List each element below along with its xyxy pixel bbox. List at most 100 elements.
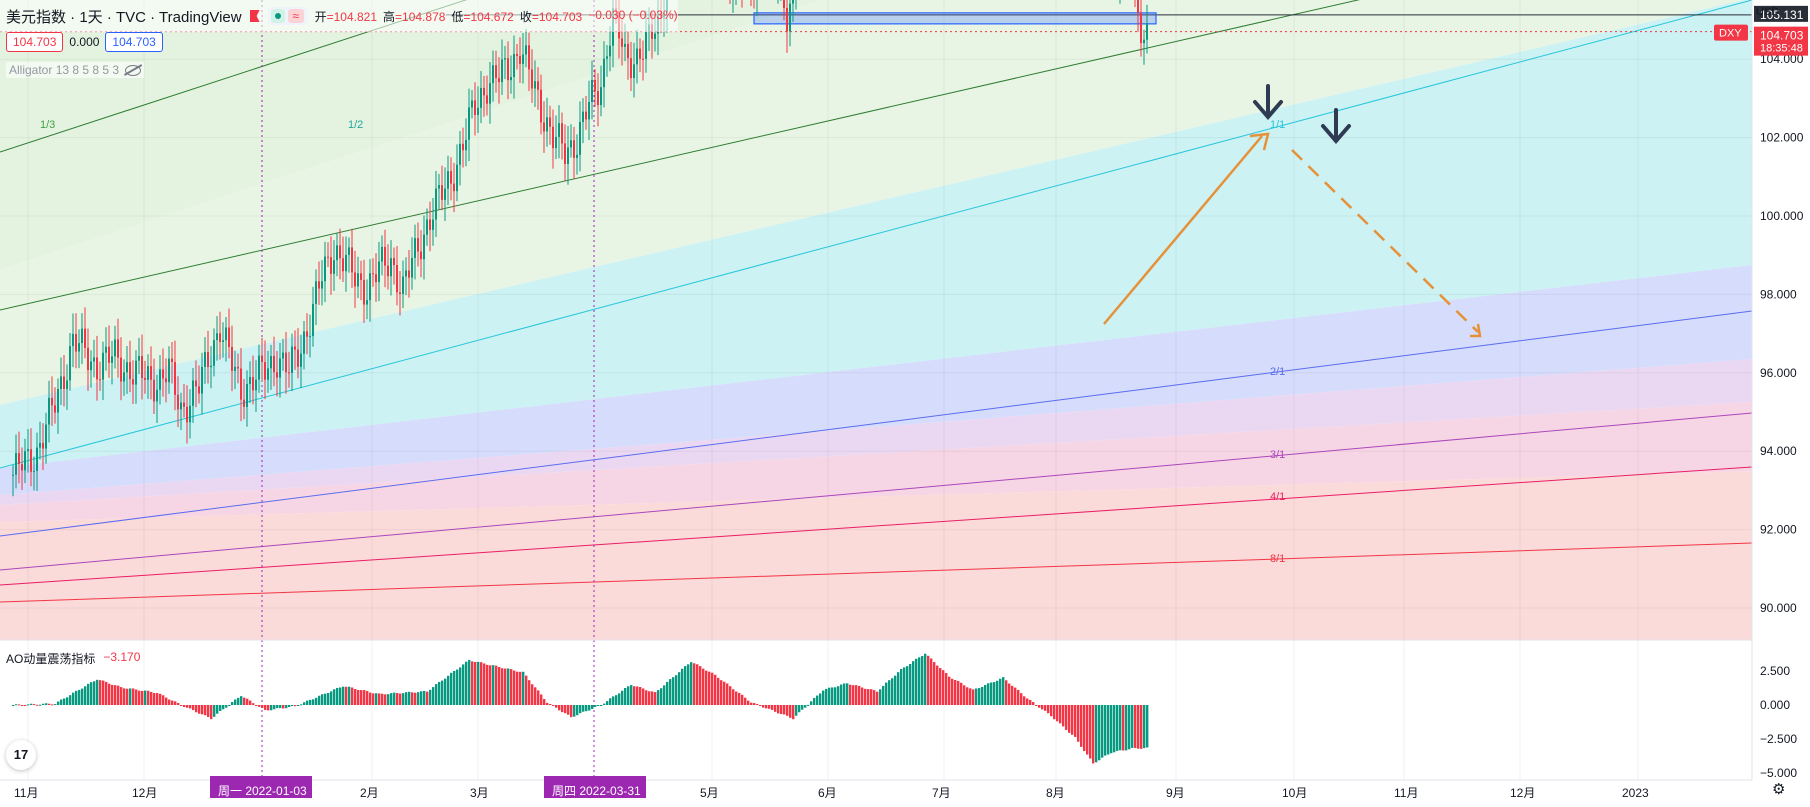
level-price-tag xyxy=(1754,5,1808,22)
candle-body xyxy=(87,347,89,371)
ao-bar xyxy=(864,688,867,705)
candle-body xyxy=(516,53,518,56)
price-tick: 100.000 xyxy=(1760,209,1804,223)
candle-body xyxy=(378,261,380,283)
candle-body xyxy=(54,405,56,413)
close-value: =104.703 xyxy=(531,9,583,24)
candle-body xyxy=(630,58,632,79)
candle-body xyxy=(597,90,599,106)
ao-bar xyxy=(93,681,96,705)
ao-bar xyxy=(987,683,990,705)
symbol-title[interactable]: 美元指数 · 1天 · TVC · TradingView xyxy=(6,8,242,26)
eye-hidden-icon[interactable] xyxy=(125,64,142,76)
ao-label[interactable]: AO动量震荡指标 xyxy=(6,652,96,666)
ask-button[interactable]: 104.703 xyxy=(105,32,163,52)
candle-body xyxy=(120,357,122,382)
fan-ray xyxy=(0,0,1361,311)
currency-label[interactable]: USD xyxy=(1756,6,1780,18)
candle-body xyxy=(210,365,212,368)
fan-band xyxy=(0,359,1752,505)
bid-button[interactable]: 104.703 xyxy=(6,32,64,52)
ao-bar xyxy=(492,665,495,705)
indicator-label[interactable]: Alligator 13 8 5 8 5 3 xyxy=(9,63,120,77)
ao-bar xyxy=(675,675,678,705)
time-tick: 10月 xyxy=(1282,786,1307,800)
date-marker-tag xyxy=(544,776,646,798)
ao-bar xyxy=(621,690,624,705)
ao-bar xyxy=(468,659,471,705)
ao-bar xyxy=(519,671,522,705)
candle-body xyxy=(252,376,254,391)
candle-body xyxy=(384,246,386,266)
ao-bar xyxy=(315,697,318,705)
gear-icon[interactable]: ⚙ xyxy=(1772,781,1786,798)
ao-bar xyxy=(1113,705,1116,753)
flag-icon[interactable] xyxy=(249,10,260,22)
ao-bar xyxy=(558,705,561,711)
candle-body xyxy=(486,95,488,104)
ao-bar xyxy=(1143,705,1146,749)
candle-body xyxy=(186,406,188,423)
ohlc-readout: 开=104.821 高=104.878 低=104.672 收=104.703 … xyxy=(315,8,678,25)
ao-bar xyxy=(624,688,627,705)
candle-body xyxy=(387,265,389,277)
candle-body xyxy=(255,379,257,391)
ao-bar xyxy=(360,690,363,705)
ao-bar xyxy=(1008,683,1011,705)
ao-bar xyxy=(150,691,153,705)
ao-bar xyxy=(1101,705,1104,758)
time-tick: 8月 xyxy=(1046,786,1065,800)
ao-value: −3.170 xyxy=(103,650,141,664)
indicator-legend[interactable]: Alligator 13 8 5 8 5 3 xyxy=(6,62,145,78)
candle-body xyxy=(294,346,296,350)
price-scale-bg xyxy=(1752,0,1810,804)
candle-body xyxy=(207,352,209,368)
ao-bar xyxy=(588,705,591,711)
status-pill[interactable]: ≈ xyxy=(267,7,307,25)
candle-body xyxy=(279,358,281,378)
ao-bar xyxy=(288,705,291,708)
ao-bar xyxy=(183,705,186,708)
ao-bar xyxy=(918,657,921,705)
ao-legend[interactable]: AO动量震荡指标 −3.170 xyxy=(6,650,140,667)
candle-body xyxy=(495,65,497,79)
ao-bar xyxy=(474,661,477,705)
ao-bar xyxy=(816,695,819,705)
candle-body xyxy=(474,100,476,116)
ao-bar xyxy=(1122,705,1125,751)
candle-body xyxy=(789,3,791,32)
ao-bar xyxy=(843,683,846,705)
candle-body xyxy=(606,56,608,59)
ao-bar xyxy=(54,704,57,706)
ao-bar xyxy=(1026,698,1029,705)
ao-bar xyxy=(222,705,225,710)
candle-body xyxy=(441,185,443,200)
ao-bar xyxy=(561,705,564,713)
candle-body xyxy=(786,8,788,32)
ao-bar xyxy=(645,690,648,705)
candle-body xyxy=(591,79,593,103)
ao-bar xyxy=(927,655,930,705)
ao-bar xyxy=(225,705,228,708)
ao-bar xyxy=(819,693,822,705)
ao-bar xyxy=(129,688,132,705)
ao-bar xyxy=(447,675,450,705)
tradingview-logo[interactable]: 17 xyxy=(6,740,36,770)
candle-body xyxy=(270,356,272,369)
candle-body xyxy=(351,247,353,273)
ao-bar xyxy=(672,677,675,705)
ao-bar xyxy=(258,705,261,707)
ao-bar xyxy=(957,680,960,705)
ao-bar xyxy=(135,689,138,705)
ao-bar xyxy=(876,691,879,705)
ao-tick: 2.500 xyxy=(1760,664,1790,678)
ao-bar xyxy=(861,687,864,705)
candle-body xyxy=(327,256,329,258)
candle-body xyxy=(27,449,29,452)
ao-bar xyxy=(189,705,192,709)
ao-bar xyxy=(972,689,975,705)
ao-bar xyxy=(1098,705,1101,761)
ao-bar xyxy=(870,689,873,705)
candle-body xyxy=(558,123,560,137)
